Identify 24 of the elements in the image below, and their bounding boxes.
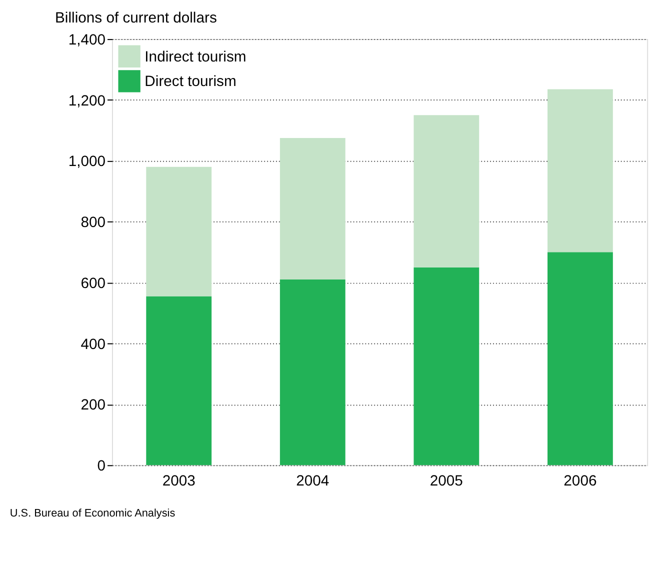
x-tick-label: 2005 bbox=[430, 473, 463, 490]
x-tick-label: 2003 bbox=[162, 473, 196, 490]
legend-label: Indirect tourism bbox=[144, 49, 246, 66]
y-tick-label: 600 bbox=[80, 276, 106, 292]
bar bbox=[548, 89, 613, 252]
x-tick-label: 2004 bbox=[296, 473, 330, 490]
bar bbox=[414, 115, 480, 268]
bar bbox=[146, 296, 212, 466]
y-tick-label: 0 bbox=[97, 458, 106, 475]
bar bbox=[280, 138, 346, 280]
bar bbox=[414, 267, 480, 466]
y-tick-label: 1,000 bbox=[68, 154, 106, 170]
bar bbox=[280, 279, 346, 466]
y-tick-label: 1,200 bbox=[68, 93, 106, 110]
bar bbox=[548, 252, 613, 466]
y-axis-title: Billions of current dollars bbox=[55, 10, 217, 27]
legend-label: Direct tourism bbox=[144, 74, 236, 90]
y-tick-label: 200 bbox=[80, 398, 106, 414]
text: U.S. Bureau of Economic Analysis bbox=[10, 508, 176, 520]
y-tick-label: 400 bbox=[80, 336, 106, 353]
y-tick-label: 800 bbox=[80, 215, 106, 232]
x-tick-label: 2006 bbox=[564, 473, 597, 490]
bar bbox=[146, 166, 212, 296]
y-tick-label: 1,400 bbox=[68, 32, 106, 48]
